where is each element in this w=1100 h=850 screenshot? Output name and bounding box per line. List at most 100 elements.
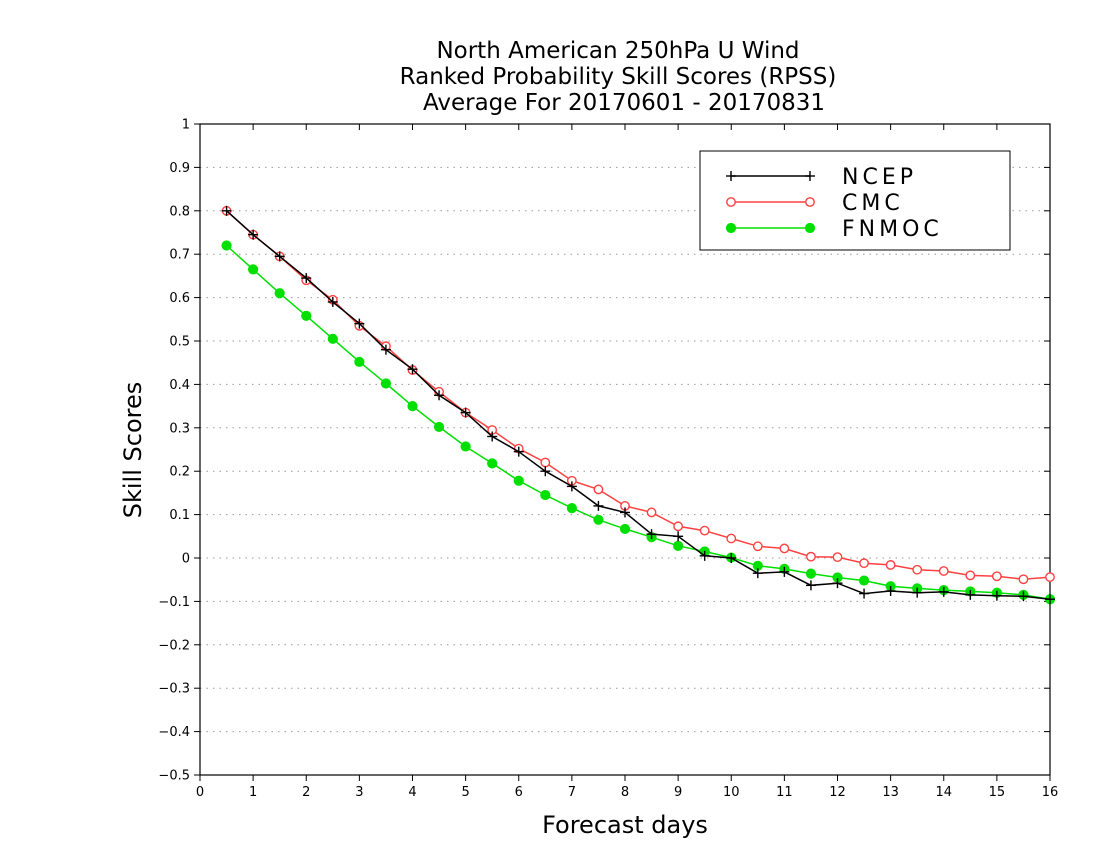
- fnmoc-point: [593, 514, 604, 525]
- legend-item-fnmoc: FNMOC: [725, 217, 939, 242]
- cmc-point: [1018, 574, 1029, 585]
- fnmoc-point: [327, 333, 338, 344]
- ncep-point: [620, 507, 630, 518]
- x-tick-label: 8: [621, 785, 629, 800]
- fnmoc-point: [274, 288, 285, 299]
- ncep-point: [912, 587, 923, 598]
- ncep-point: [301, 273, 312, 284]
- cmc-point: [991, 571, 1002, 582]
- ncep-point: [513, 446, 524, 457]
- grid-lines: [200, 166, 1050, 733]
- y-axis-title: Skill Scores: [119, 382, 147, 519]
- plot-axes: −0.5 −0.4 −0.3 −0.2 −0.1 0 0.1 0.2 0.3 0.4 0.5 0.6 0…: [158, 118, 1058, 801]
- y-tick-label: 0.1: [169, 508, 190, 523]
- fnmoc-point: [248, 264, 259, 275]
- fnmoc-point: [513, 475, 524, 486]
- fnmoc-point: [673, 540, 684, 551]
- fnmoc-point: [301, 310, 312, 321]
- ncep-point: [779, 566, 790, 577]
- ncep-point: [274, 251, 285, 262]
- y-tick-label: −0.1: [158, 595, 190, 610]
- ncep-point: [380, 344, 391, 355]
- x-tick-label: 7: [568, 785, 576, 800]
- x-tick-label: 4: [408, 785, 416, 800]
- cmc-point: [726, 533, 737, 544]
- ncep-point: [673, 531, 684, 542]
- fnmoc-point: [619, 523, 631, 535]
- legend-label-ncep: NCEP: [842, 165, 917, 190]
- y-tick-label: 0.6: [169, 291, 190, 306]
- x-tick-label: 6: [515, 785, 523, 800]
- chart-title-line-2: Ranked Probability Skill Scores (RPSS): [400, 64, 837, 90]
- fnmoc-point: [460, 441, 471, 452]
- ncep-point: [885, 585, 896, 596]
- ncep-point: [487, 431, 498, 442]
- fnmoc-point: [354, 356, 365, 367]
- ncep-point: [752, 568, 763, 579]
- x-tick-label: 2: [302, 785, 310, 800]
- fnmoc-point: [433, 421, 445, 433]
- chart-title-line-3: Average For 20170601 - 20170831: [423, 90, 825, 116]
- legend-marker-fnmoc: [804, 222, 816, 234]
- x-tick-label: 15: [989, 785, 1006, 800]
- fnmoc-point: [487, 458, 498, 469]
- x-tick-label: 1: [249, 785, 257, 800]
- y-tick-label: 0.2: [169, 465, 190, 480]
- legend-item-ncep: NCEP: [726, 165, 917, 190]
- ncep-point: [991, 590, 1002, 601]
- fnmoc-point: [566, 502, 577, 514]
- y-tick-label: 0.7: [169, 248, 190, 263]
- x-tick-label: 14: [935, 785, 952, 800]
- cmc-point: [593, 484, 604, 495]
- cmc-point: [859, 558, 869, 569]
- cmc-point: [912, 564, 923, 575]
- cmc-point: [699, 525, 710, 536]
- legend-marker-fnmoc: [725, 222, 737, 234]
- legend-marker-ncep: [726, 171, 736, 181]
- ncep-point: [726, 553, 737, 563]
- cmc-point: [752, 541, 763, 552]
- y-tick-label: −0.5: [158, 769, 190, 784]
- ncep-point: [566, 481, 577, 492]
- cmc-point: [779, 543, 790, 554]
- y-tick-label: 0.5: [169, 335, 190, 350]
- x-axis-title: Forecast days: [542, 811, 708, 839]
- series-ncep: [221, 205, 1055, 605]
- x-tick-label: 5: [461, 785, 469, 800]
- ncep-point: [805, 580, 816, 591]
- ncep-point: [593, 500, 604, 511]
- ncep-point: [221, 205, 232, 216]
- x-tick-label: 16: [1042, 785, 1059, 800]
- ncep-point: [460, 407, 471, 418]
- cmc-point: [938, 566, 949, 576]
- legend-box: [699, 150, 1011, 251]
- series-cmc: [221, 205, 1055, 585]
- ncep-point: [407, 364, 418, 375]
- y-tick-label: 0.4: [169, 378, 190, 393]
- ncep-point: [1018, 591, 1029, 602]
- chart-title-line-1: North American 250hPa U Wind: [436, 38, 799, 64]
- legend-marker-ncep: [805, 171, 815, 181]
- x-tick-label: 11: [776, 785, 793, 800]
- x-tick-label: 3: [355, 785, 363, 800]
- x-tick-label: 10: [723, 785, 740, 800]
- x-tick-label: 13: [882, 785, 899, 800]
- legend-label-cmc: CMC: [842, 191, 904, 216]
- fnmoc-point: [540, 489, 551, 501]
- ncep-point: [699, 550, 710, 561]
- legend-item-cmc: CMC: [726, 191, 904, 216]
- y-tick-label: −0.2: [158, 638, 190, 653]
- ncep-point: [354, 318, 365, 329]
- y-tick-label: 0: [182, 552, 190, 567]
- ncep-point: [859, 588, 870, 599]
- chart-title: North American 250hPa U Wind Ranked Prob…: [400, 38, 837, 116]
- y-tick-label: −0.4: [158, 725, 190, 740]
- legend-marker-cmc: [726, 197, 736, 207]
- cmc-point: [832, 552, 843, 563]
- ncep-point: [832, 578, 843, 589]
- fnmoc-point: [805, 568, 817, 579]
- ncep-point: [540, 466, 551, 477]
- y-tick-label: 1: [182, 118, 190, 133]
